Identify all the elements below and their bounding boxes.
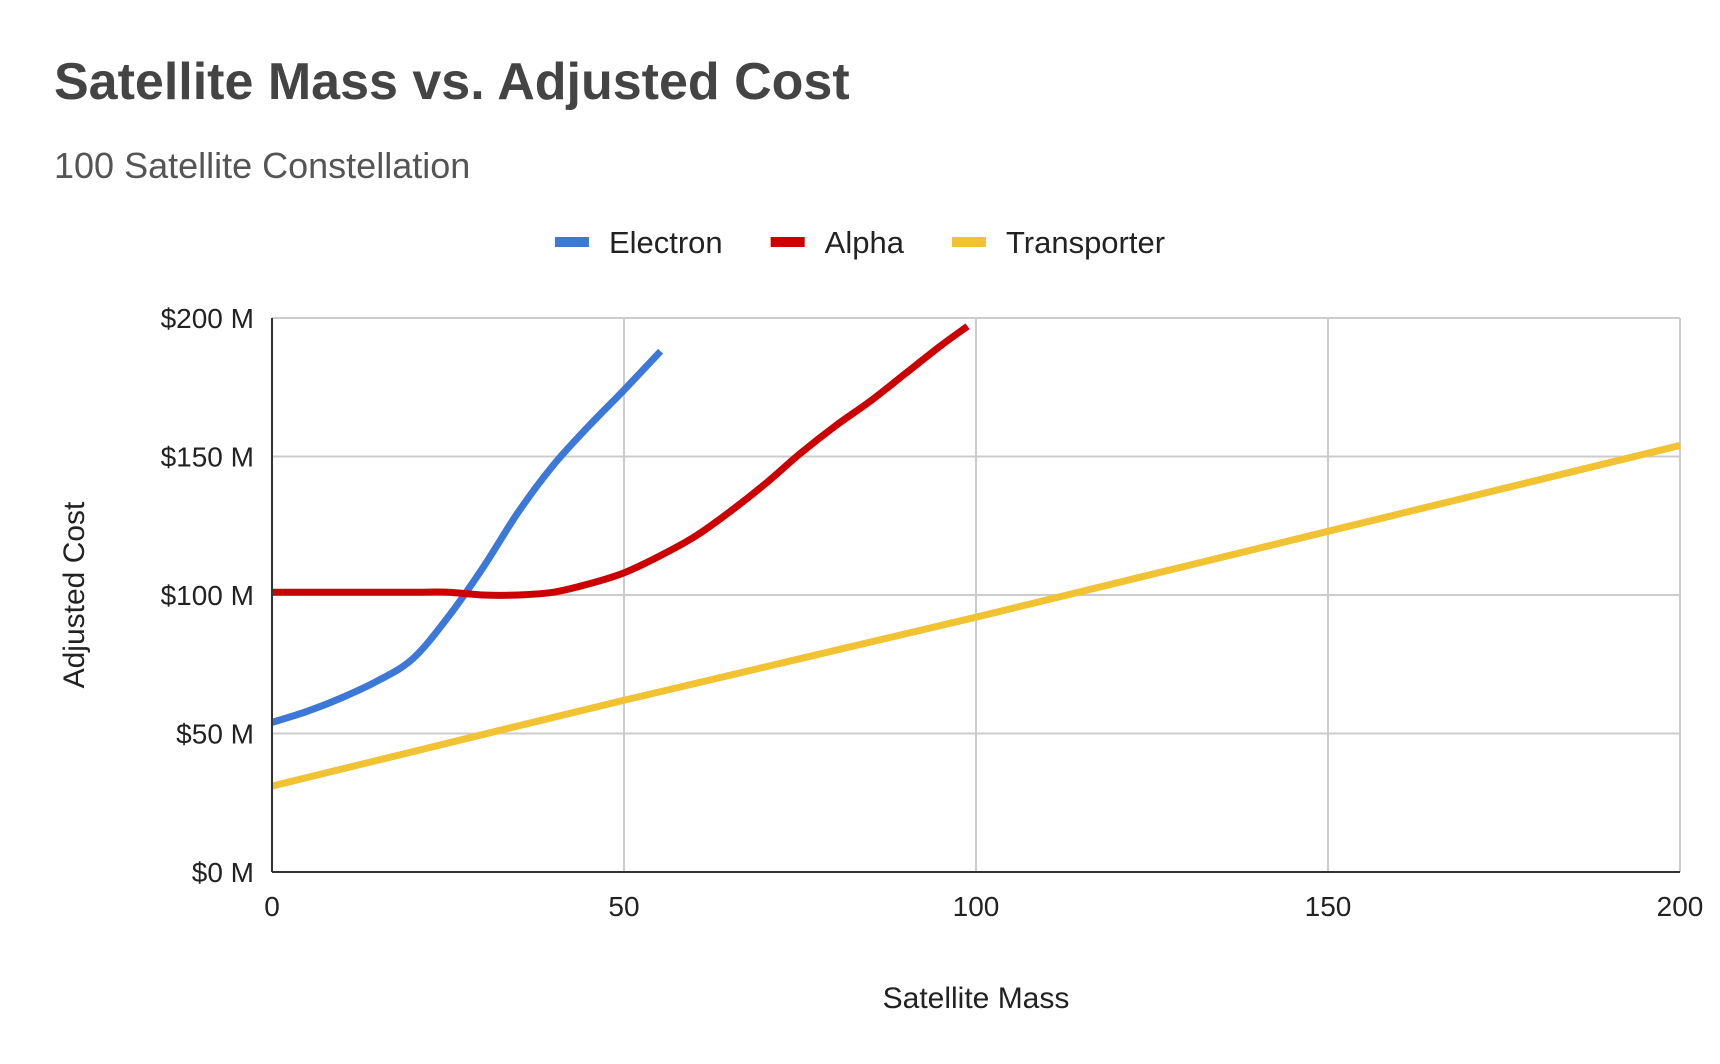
x-tick-label: 200	[1657, 891, 1704, 922]
legend-label: Electron	[609, 225, 723, 260]
legend-item-alpha: Alpha	[770, 225, 905, 260]
legend: Electron Alpha Transporter	[554, 225, 1165, 260]
legend-swatch	[770, 237, 805, 247]
x-axis-title: Satellite Mass	[883, 982, 1070, 1015]
x-tick-label: 100	[953, 891, 1000, 922]
tick-labels: $0 M $50 M $100 M $150 M $200 M 0 50 100 150 200	[161, 303, 1704, 922]
chart-title: Satellite Mass vs. Adjusted Cost	[54, 53, 850, 111]
series-line-electron	[272, 348, 664, 726]
y-tick-label: $150 M	[161, 442, 254, 473]
legend-item-electron: Electron	[554, 225, 723, 260]
chart-subtitle: 100 Satellite Constellation	[54, 145, 471, 186]
plot-series	[272, 323, 1681, 790]
x-tick-label: 50	[608, 891, 639, 922]
legend-swatch	[554, 237, 589, 247]
y-tick-label: $200 M	[161, 303, 254, 334]
legend-label: Transporter	[1006, 225, 1165, 260]
y-axis-title: Adjusted Cost	[58, 501, 91, 688]
x-tick-label: 0	[264, 891, 280, 922]
y-tick-label: $0 M	[192, 857, 254, 888]
legend-swatch	[951, 237, 986, 247]
axes	[271, 318, 1680, 873]
x-tick-label: 150	[1305, 891, 1352, 922]
legend-label: Alpha	[825, 225, 905, 260]
series-line-transporter	[272, 442, 1681, 790]
y-tick-label: $50 M	[176, 719, 254, 750]
series-line-alpha	[272, 323, 970, 599]
legend-item-transporter: Transporter	[951, 225, 1165, 260]
y-tick-label: $100 M	[161, 580, 254, 611]
